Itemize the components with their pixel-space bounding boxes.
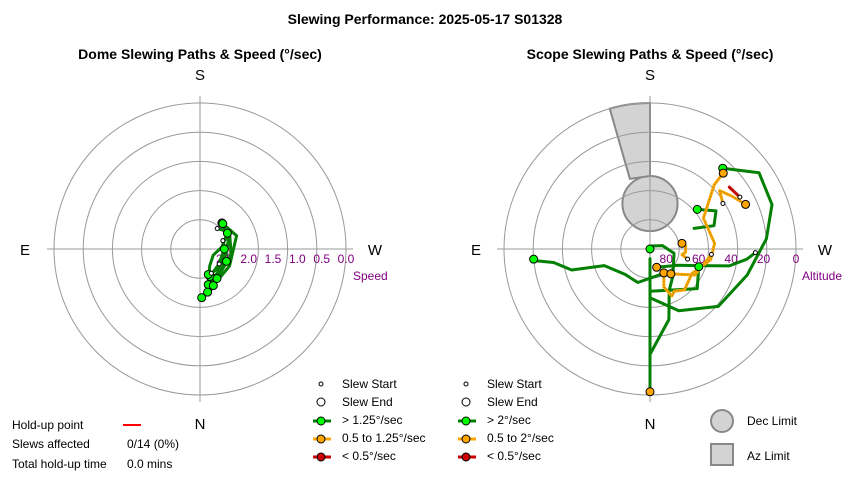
scope-slew-end-marker: [694, 262, 704, 272]
dome-slew-end-marker: [197, 293, 207, 303]
scope-slew-end-marker: [718, 168, 728, 178]
scope-slew-start-marker: [752, 250, 758, 256]
scope-legend-dec-limit: Dec Limit: [747, 414, 798, 428]
holdup-slews-label: Slews affected: [12, 437, 90, 451]
dome-legend-slow: < 0.5°/sec: [342, 449, 396, 463]
holdup-slews-value: 0/14 (0%): [127, 437, 179, 451]
scope-slew-end-marker: [741, 199, 751, 209]
scope-legend-start: Slew Start: [487, 377, 542, 391]
dome-slew-end-marker: [212, 274, 222, 284]
page-title: Slewing Performance: 2025-05-17 S01328: [288, 11, 563, 27]
dome-slew-start-marker: [208, 270, 214, 276]
dome-slew-end-marker: [203, 287, 213, 297]
dome-radial-ticks: 2.52.01.51.00.50.0: [216, 252, 355, 266]
scope-compass-bottom: N: [645, 416, 656, 433]
scope-compass-right: W: [818, 242, 833, 259]
scope-az-limit-wedge: [608, 101, 651, 180]
dome-legend-fast-marker: [316, 416, 326, 426]
scope-radial-ticks: 80 60 40 20 0: [660, 252, 800, 266]
scope-legend-fast-marker: [461, 416, 471, 426]
dome-slew-start-marker: [214, 225, 220, 231]
scope-slew-end-marker: [652, 262, 662, 272]
holdup-point-label: Hold-up point: [12, 418, 84, 432]
scope-legend-end-marker: [461, 397, 471, 407]
scope-slew-start-marker: [708, 251, 714, 257]
dome-chart-title: Dome Slewing Paths & Speed (°/sec): [78, 46, 322, 62]
dome-grid: [47, 96, 353, 402]
scope-chart-title: Scope Slewing Paths & Speed (°/sec): [527, 46, 774, 62]
holdup-time-value: 0.0 mins: [127, 457, 172, 471]
scope-paths: [532, 166, 774, 394]
scope-radial-tick: 60: [692, 252, 706, 266]
scope-legend-slow: < 0.5°/sec: [487, 449, 541, 463]
dome-compass-top: S: [195, 67, 205, 84]
dome-slew-start-marker: [220, 238, 226, 244]
dome-legend-start: Slew Start: [342, 377, 397, 391]
dome-legend-fast: > 1.25°/sec: [342, 413, 403, 427]
dome-legend-end-marker: [316, 397, 326, 407]
scope-slew-end-marker: [645, 244, 655, 254]
dome-radial-tick: 0.5: [313, 252, 330, 266]
scope-slew-end-marker: [529, 254, 539, 264]
scope-compass-left: E: [471, 242, 481, 259]
dome-chart: Dome Slewing Paths & Speed (°/sec) 2.52.…: [20, 46, 388, 433]
scope-slew-end-marker: [692, 204, 702, 214]
scope-legend-start-marker: [463, 381, 469, 387]
scope-slew-end-marker: [666, 269, 676, 279]
scope-slew-start-marker: [685, 256, 691, 262]
dome-legend-medium-marker: [316, 434, 326, 444]
scope-slew-path: [690, 171, 725, 275]
dome-legend-start-marker: [318, 381, 324, 387]
dome-legend-medium: 0.5 to 1.25°/sec: [342, 431, 426, 445]
scope-legend-az-limit-swatch: [710, 443, 734, 466]
scope-legend-az-limit: Az Limit: [747, 449, 790, 463]
scope-slew-path-dots: [694, 208, 717, 229]
dome-slew-start-marker: [216, 261, 222, 267]
scope-slew-end-marker: [677, 238, 687, 248]
scope-markers: [529, 163, 758, 397]
dome-radial-tick: 1.0: [289, 252, 306, 266]
dome-compass-left: E: [20, 242, 30, 259]
scope-slew-path-dots: [718, 189, 746, 205]
scope-compass-top: S: [645, 67, 655, 84]
scope-slew-path-dots: [656, 252, 756, 268]
dome-radial-tick: 2.0: [240, 252, 257, 266]
dome-slew-end-marker: [218, 219, 228, 229]
scope-slew-start-marker: [737, 194, 743, 200]
scope-legend: Slew Start Slew End > 2°/sec 0.5 to 2°/s…: [458, 377, 798, 466]
scope-slew-end-marker: [645, 387, 655, 397]
dome-radial-label: Speed: [353, 269, 388, 283]
dome-slew-end-marker: [221, 256, 231, 266]
scope-legend-dec-limit-swatch: [710, 409, 734, 433]
scope-slew-start-marker: [720, 200, 726, 206]
scope-slew-path-dots: [663, 272, 693, 297]
scope-chart: Scope Slewing Paths & Speed (°/sec) 80 60…: [471, 46, 842, 433]
dome-slew-end-marker: [219, 244, 229, 254]
scope-slew-path: [648, 166, 774, 313]
scope-slew-path-dots: [533, 258, 660, 284]
scope-radial-label: Altitude: [802, 269, 842, 283]
dome-radial-tick: 0.0: [338, 252, 355, 266]
dome-slew-end-marker: [208, 281, 218, 291]
holdup-time-label: Total hold-up time: [12, 457, 107, 471]
scope-legend-medium-marker: [461, 434, 471, 444]
dome-legend: Slew Start Slew End > 1.25°/sec 0.5 to 1…: [313, 377, 426, 463]
dome-legend-slow-marker: [316, 452, 326, 462]
scope-slew-path-dots: [670, 254, 712, 276]
dome-slew-end-marker: [222, 228, 232, 238]
scope-radial-tick: 80: [660, 252, 674, 266]
scope-legend-end: Slew End: [487, 395, 538, 409]
scope-legend-fast: > 2°/sec: [487, 413, 531, 427]
dome-radial-tick: 1.5: [265, 252, 282, 266]
dome-compass-right: W: [368, 242, 383, 259]
scope-legend-medium: 0.5 to 2°/sec: [487, 431, 554, 445]
dome-markers: [197, 218, 232, 303]
scope-radial-tick: 20: [757, 252, 771, 266]
dome-compass-bottom: N: [195, 416, 206, 433]
holdup-info: Hold-up point Slews affected 0/14 (0%) T…: [12, 418, 179, 471]
dome-legend-end: Slew End: [342, 395, 393, 409]
scope-radial-tick: 0: [793, 252, 800, 266]
scope-legend-slow-marker: [461, 452, 471, 462]
